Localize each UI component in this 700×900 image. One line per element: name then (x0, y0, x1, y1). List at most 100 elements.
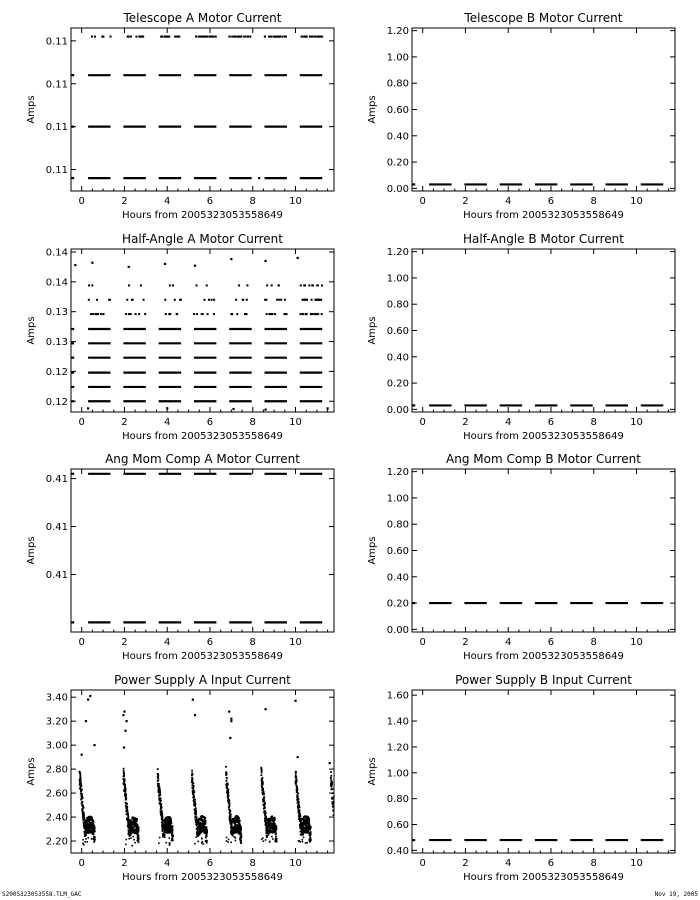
y-tick-label: 1.00 (387, 52, 409, 63)
chart-title: Half-Angle B Motor Current (463, 232, 624, 246)
data-point (283, 35, 286, 38)
chart-title: Ang Mom Comp B Motor Current (446, 452, 641, 466)
data-point (239, 824, 241, 826)
data-point (206, 35, 209, 38)
data-point (299, 827, 302, 830)
data-point (227, 788, 230, 791)
data-point (234, 822, 237, 824)
data-point (86, 819, 89, 822)
data-point (161, 828, 164, 831)
data-point (127, 813, 129, 816)
data-point (91, 284, 94, 287)
data-point (314, 313, 317, 316)
data-point (79, 772, 82, 775)
data-point (274, 829, 277, 832)
data-point (129, 821, 132, 824)
data-point (195, 813, 197, 816)
data-point (164, 831, 167, 834)
data-point (122, 769, 125, 772)
data-point (158, 787, 161, 790)
data-point (126, 802, 128, 805)
data-point (239, 825, 242, 827)
data-point (234, 839, 237, 842)
data-point (137, 829, 140, 831)
data-point (144, 313, 147, 316)
data-point (160, 810, 163, 812)
data-point (83, 813, 85, 816)
data-point (295, 779, 298, 782)
data-point (165, 819, 168, 821)
data-point (199, 824, 202, 827)
data-point (171, 830, 174, 833)
data-point (229, 818, 232, 821)
x-tick-label: 2 (121, 858, 127, 869)
data-point (303, 284, 306, 287)
data-point (192, 782, 195, 785)
x-tick-label: 6 (548, 196, 554, 207)
data-point (193, 795, 196, 798)
data-point (297, 807, 300, 810)
x-tick-label: 8 (591, 858, 597, 869)
data-point (236, 313, 239, 316)
data-point (266, 831, 269, 834)
data-point (124, 792, 126, 795)
data-point (191, 780, 194, 783)
data-point (97, 313, 100, 316)
data-point (191, 776, 194, 779)
data-point (92, 821, 95, 823)
data-point (228, 811, 231, 814)
data-point (195, 828, 198, 830)
data-point (80, 802, 83, 805)
data-point (81, 809, 84, 812)
data-point (86, 822, 89, 825)
series-points (71, 35, 324, 180)
data-point (193, 791, 196, 794)
data-point (79, 792, 82, 795)
data-point (123, 772, 125, 775)
y-tick-label: 1.00 (387, 768, 409, 779)
data-point (87, 837, 90, 839)
data-point (205, 833, 208, 836)
data-point (84, 830, 87, 833)
data-point (270, 35, 273, 38)
data-point (199, 821, 202, 824)
data-point (308, 823, 311, 826)
data-point (231, 313, 234, 316)
data-point (172, 834, 174, 837)
x-tick-label: 6 (207, 196, 213, 207)
chart-panel: Ang Mom Comp A Motor Current 0 2 4 6 8 10 0.41 0… (26, 452, 335, 662)
x-tick-label: 2 (121, 196, 127, 207)
data-point (320, 313, 323, 316)
data-point (266, 822, 269, 825)
x-axis-label: Hours from 2005323053558649 (463, 431, 624, 442)
data-point (247, 35, 250, 38)
data-point (169, 831, 171, 834)
data-point (165, 829, 167, 832)
x-axis-label: Hours from 2005323053558649 (122, 431, 283, 442)
x-tick-label: 4 (505, 196, 511, 207)
data-point (264, 807, 266, 809)
x-tick-label: 0 (420, 417, 426, 428)
data-point (102, 313, 105, 316)
data-point (167, 827, 170, 830)
data-point (192, 785, 195, 788)
y-tick-label: 2.60 (46, 789, 68, 800)
data-point (331, 782, 334, 784)
data-point (124, 795, 127, 797)
data-point (136, 824, 139, 827)
data-point (210, 298, 213, 301)
data-point (271, 815, 273, 818)
data-point (127, 313, 130, 316)
data-point (195, 811, 197, 814)
data-point (197, 831, 200, 834)
data-point (305, 831, 308, 834)
data-point (171, 825, 174, 828)
data-point (260, 774, 263, 777)
data-point (160, 804, 163, 807)
data-point (191, 773, 194, 776)
plot-frame (411, 248, 676, 413)
y-tick-label: 0.60 (387, 105, 409, 116)
x-tick-label: 0 (420, 637, 426, 648)
y-tick-label: 0.40 (387, 131, 409, 142)
x-tick-label: 2 (121, 417, 127, 428)
